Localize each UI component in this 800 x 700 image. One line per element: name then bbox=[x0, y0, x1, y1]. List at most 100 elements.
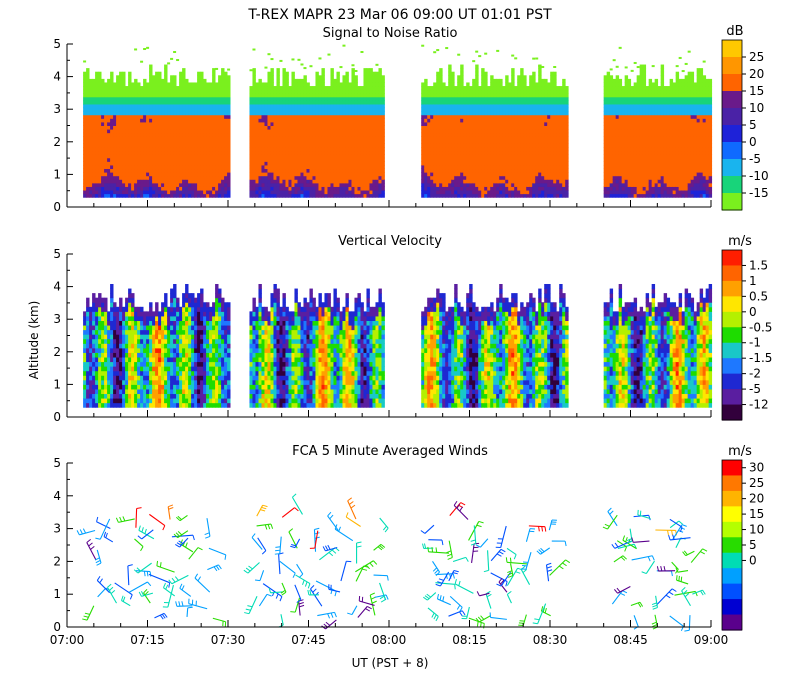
snr-cell bbox=[164, 82, 168, 87]
snr-cell bbox=[89, 190, 93, 195]
snr-cell bbox=[433, 147, 437, 152]
snr-cell bbox=[224, 150, 228, 155]
snr-cell bbox=[128, 75, 132, 80]
snr-cell bbox=[291, 136, 295, 141]
snr-cell bbox=[104, 190, 108, 195]
snr-cell bbox=[179, 147, 183, 152]
snr-cell bbox=[300, 136, 304, 141]
snr-cell bbox=[321, 179, 325, 184]
snr-cell bbox=[357, 129, 361, 134]
snr-cell bbox=[511, 150, 515, 155]
snr-cell bbox=[445, 136, 449, 141]
snr-cell bbox=[460, 78, 464, 83]
snr-cell bbox=[351, 86, 355, 91]
snr-cell bbox=[366, 129, 370, 134]
snr-cell bbox=[179, 96, 183, 101]
snr-cell bbox=[267, 118, 271, 123]
snr-cell bbox=[369, 164, 373, 170]
snr-cell bbox=[541, 193, 545, 198]
snr-cell bbox=[185, 86, 189, 91]
snr-cell bbox=[421, 125, 425, 130]
snr-cell bbox=[158, 96, 162, 101]
snr-cell bbox=[354, 100, 358, 105]
snr-cell bbox=[363, 111, 367, 116]
snr-cell bbox=[354, 86, 358, 91]
snr-cell bbox=[514, 136, 518, 141]
snr-cell bbox=[478, 190, 482, 195]
snr-cell bbox=[221, 157, 225, 162]
snr-cell bbox=[107, 121, 111, 126]
snr-cell bbox=[481, 86, 485, 91]
snr-cell bbox=[439, 193, 443, 198]
snr-cell bbox=[98, 121, 102, 126]
snr-cell bbox=[173, 175, 177, 180]
snr-cell bbox=[306, 96, 310, 101]
snr-cell bbox=[430, 150, 434, 155]
snr-cell bbox=[369, 175, 373, 180]
snr-cell bbox=[279, 129, 283, 134]
snr-cell bbox=[197, 78, 201, 83]
snr-cell bbox=[149, 139, 153, 144]
snr-cell bbox=[86, 186, 90, 191]
snr-cell bbox=[134, 114, 138, 119]
snr-cell bbox=[176, 114, 180, 119]
snr-cell bbox=[182, 164, 186, 170]
snr-cell bbox=[146, 103, 150, 109]
snr-cell bbox=[309, 136, 313, 141]
snr-cell bbox=[116, 107, 120, 112]
snr-cell bbox=[86, 139, 90, 144]
snr-cell bbox=[490, 125, 494, 130]
snr-cell bbox=[502, 86, 506, 91]
snr-cell bbox=[95, 136, 99, 141]
snr-cell bbox=[191, 147, 195, 152]
snr-cell bbox=[615, 143, 620, 148]
snr-cell bbox=[315, 121, 319, 126]
snr-cell bbox=[499, 111, 503, 116]
snr-cell bbox=[185, 172, 189, 177]
snr-cell bbox=[170, 186, 174, 191]
snr-cell bbox=[514, 93, 518, 98]
snr-cell bbox=[553, 114, 557, 119]
snr-cell bbox=[381, 107, 385, 112]
snr-cell bbox=[538, 111, 542, 116]
snr-cell bbox=[221, 93, 225, 98]
snr-cell bbox=[451, 86, 455, 91]
snr-cell bbox=[155, 161, 159, 166]
snr-cell bbox=[541, 157, 545, 162]
snr-cell bbox=[143, 154, 147, 159]
snr-cell bbox=[523, 136, 527, 141]
snr-cell bbox=[86, 150, 90, 155]
snr-cell bbox=[206, 179, 210, 184]
snr-cell bbox=[538, 182, 542, 187]
snr-cell bbox=[481, 139, 485, 144]
snr-cell bbox=[439, 164, 443, 170]
snr-cell bbox=[258, 118, 262, 123]
snr-cell bbox=[342, 78, 346, 83]
snr-cell bbox=[433, 175, 437, 180]
snr-cell bbox=[339, 182, 343, 187]
snr-cell bbox=[547, 118, 551, 123]
snr-cell bbox=[324, 111, 328, 116]
snr-cell bbox=[360, 186, 364, 191]
snr-cell bbox=[270, 143, 274, 148]
snr-cell bbox=[484, 168, 488, 173]
snr-cell bbox=[221, 71, 225, 76]
snr-cell bbox=[158, 100, 162, 105]
snr-cell bbox=[206, 154, 210, 159]
snr-cell bbox=[439, 190, 443, 195]
snr-cell bbox=[294, 129, 298, 134]
snr-cell bbox=[288, 136, 292, 141]
snr-cell bbox=[300, 100, 304, 105]
snr-cell bbox=[372, 161, 376, 166]
snr-cell bbox=[303, 82, 307, 87]
snr-cell bbox=[306, 150, 310, 155]
snr-cell bbox=[369, 121, 373, 126]
snr-cell bbox=[203, 182, 207, 187]
snr-cell bbox=[161, 111, 165, 116]
snr-cell bbox=[553, 100, 557, 105]
snr-cell bbox=[98, 100, 102, 105]
snr-cell bbox=[83, 139, 87, 144]
snr-cell bbox=[321, 71, 325, 76]
snr-cell bbox=[164, 121, 168, 126]
snr-cell bbox=[125, 93, 129, 98]
